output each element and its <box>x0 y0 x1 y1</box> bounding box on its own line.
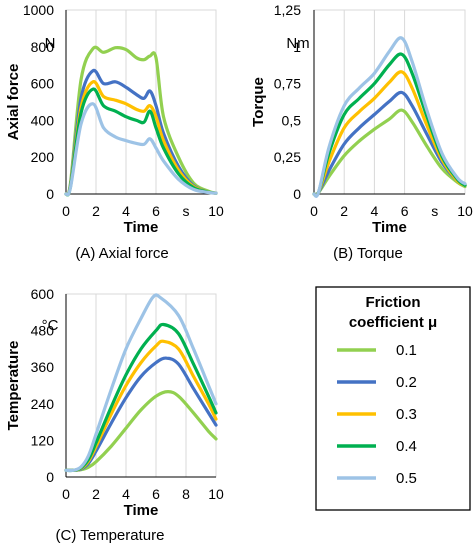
axial-force-xtick-label: 6 <box>152 203 160 219</box>
torque-ytick-label: 0,75 <box>274 76 301 92</box>
temperature-xtick-label: 0 <box>62 486 70 502</box>
torque-chart: 0 0,25 0,5 0,75 1 1,25 0 2 4 6 10 s Nm Time Torque (B) … <box>250 2 473 262</box>
legend-label-0-3: 0.3 <box>396 406 417 423</box>
torque-x-axis-title: Time <box>372 219 407 236</box>
temperature-ytick-label: 120 <box>31 432 55 448</box>
torque-caption: (B) Torque <box>333 245 403 262</box>
temperature-ytick-label: 480 <box>31 323 55 339</box>
axial-force-ytick-label: 800 <box>31 39 55 55</box>
legend-box <box>315 286 471 511</box>
axial-force-y-axis-title: Axial force <box>5 64 22 141</box>
torque-y-unit: Nm <box>286 35 309 52</box>
torque-x-unit: s <box>431 203 438 219</box>
axial-force-ytick-label: 400 <box>31 112 55 128</box>
temperature-y-unit: °C <box>42 317 59 334</box>
axial-force-ytick-label: 1000 <box>23 2 54 18</box>
temperature-ytick-label: 360 <box>31 359 55 375</box>
torque-xtick-label: 10 <box>457 203 473 219</box>
axial-force-x-unit: s <box>183 203 190 219</box>
temperature-x-axis-title: Time <box>124 502 159 519</box>
axial-force-ytick-label: 200 <box>31 149 55 165</box>
temperature-xtick-label: 2 <box>92 486 100 502</box>
torque-xtick-label: 4 <box>371 203 379 219</box>
axial-force-y-unit: N <box>45 35 56 52</box>
legend-title-line2: coefficient μ <box>349 314 437 331</box>
legend-label-0-5: 0.5 <box>396 470 417 487</box>
axial-force-series-0-3 <box>64 80 218 197</box>
torque-ytick-label: 0,25 <box>274 149 301 165</box>
legend-label-0-4: 0.4 <box>396 438 417 455</box>
legend-label-0-2: 0.2 <box>396 374 417 391</box>
torque-ytick-label: 1,25 <box>274 2 301 18</box>
axial-force-series-0-5 <box>64 102 218 197</box>
torque-ytick-label: 0,5 <box>282 112 302 128</box>
legend-label-0-1: 0.1 <box>396 342 417 359</box>
temperature-xtick-label: 8 <box>182 486 190 502</box>
temperature-series-0-5 <box>64 293 218 473</box>
temperature-xtick-label: 10 <box>208 486 224 502</box>
temperature-chart: 0 120 240 360 480 600 0 2 4 6 8 10 °C Time Temperature… <box>5 286 224 544</box>
torque-xtick-label: 2 <box>340 203 348 219</box>
torque-xtick-label: 0 <box>310 203 318 219</box>
temperature-ytick-label: 240 <box>31 396 55 412</box>
axial-force-ytick-label: 600 <box>31 76 55 92</box>
torque-series-0-5 <box>312 36 467 198</box>
legend-title-line1: Friction <box>366 294 421 311</box>
axial-force-xtick-label: 2 <box>92 203 100 219</box>
torque-y-axis-title: Torque <box>250 77 267 127</box>
legend-items: 0.1 0.2 0.3 0.4 0.5 <box>337 342 417 487</box>
axial-force-x-axis-title: Time <box>124 219 159 236</box>
temperature-xtick-label: 4 <box>122 486 130 502</box>
temperature-xtick-label: 6 <box>152 486 160 502</box>
temperature-ytick-label: 600 <box>31 286 55 302</box>
axial-force-series-0-4 <box>64 87 218 197</box>
axial-force-plot-frame <box>65 9 217 195</box>
axial-force-series-0-1 <box>64 45 218 197</box>
axial-force-xtick-label: 4 <box>122 203 130 219</box>
torque-series-0-1 <box>312 108 467 196</box>
axial-force-caption: (A) Axial force <box>75 245 168 262</box>
temperature-caption: (C) Temperature <box>56 527 165 544</box>
torque-ytick-label: 1 <box>293 39 301 55</box>
axial-force-xtick-label: 10 <box>208 203 224 219</box>
axial-force-ytick-label: 0 <box>46 186 54 202</box>
axial-force-chart: 0 200 400 600 800 1000 0 2 4 6 10 s N Time Axial force… <box>5 2 224 262</box>
torque-xtick-label: 6 <box>401 203 409 219</box>
temperature-y-axis-title: Temperature <box>5 341 22 431</box>
axial-force-xtick-label: 0 <box>62 203 70 219</box>
temperature-ytick-label: 0 <box>46 469 54 485</box>
legend: Friction coefficient μ 0.1 0.2 0.3 0.4 0.5 <box>315 286 471 511</box>
torque-ytick-label: 0 <box>293 186 301 202</box>
